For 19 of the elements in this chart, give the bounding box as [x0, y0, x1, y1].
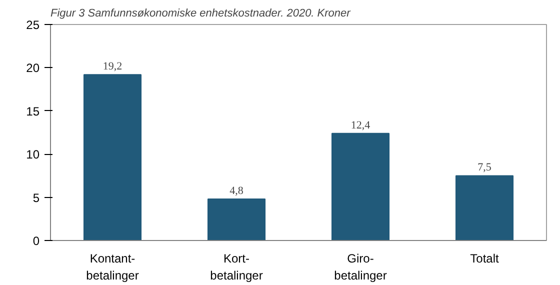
bar: [455, 175, 514, 240]
y-tick-label: 10: [26, 148, 40, 162]
y-tick-label: 20: [26, 61, 40, 76]
x-tick-label: Kontant- betalinger: [86, 252, 139, 282]
y-tick-label: 5: [32, 190, 40, 205]
data-label: 12,4: [350, 119, 371, 132]
y-tick-label: 0: [32, 234, 40, 248]
bar: [207, 198, 266, 240]
y-tick-label: 15: [26, 104, 40, 118]
y-tick-label: 25: [26, 18, 40, 32]
x-tick-label: Totalt: [470, 252, 500, 266]
chart-title: Figur 3 Samfunnsøkonomiske enhetskostnader. 2020. Kroner: [50, 8, 352, 20]
data-label: 19,2: [102, 60, 122, 73]
bar: [83, 74, 142, 240]
data-label: 4,8: [230, 185, 244, 198]
bar: [331, 132, 390, 240]
x-tick-label: Giro- betalinger: [334, 252, 387, 282]
x-tick-label: Kort- betalinger: [210, 252, 263, 282]
data-label: 7,5: [478, 162, 492, 174]
